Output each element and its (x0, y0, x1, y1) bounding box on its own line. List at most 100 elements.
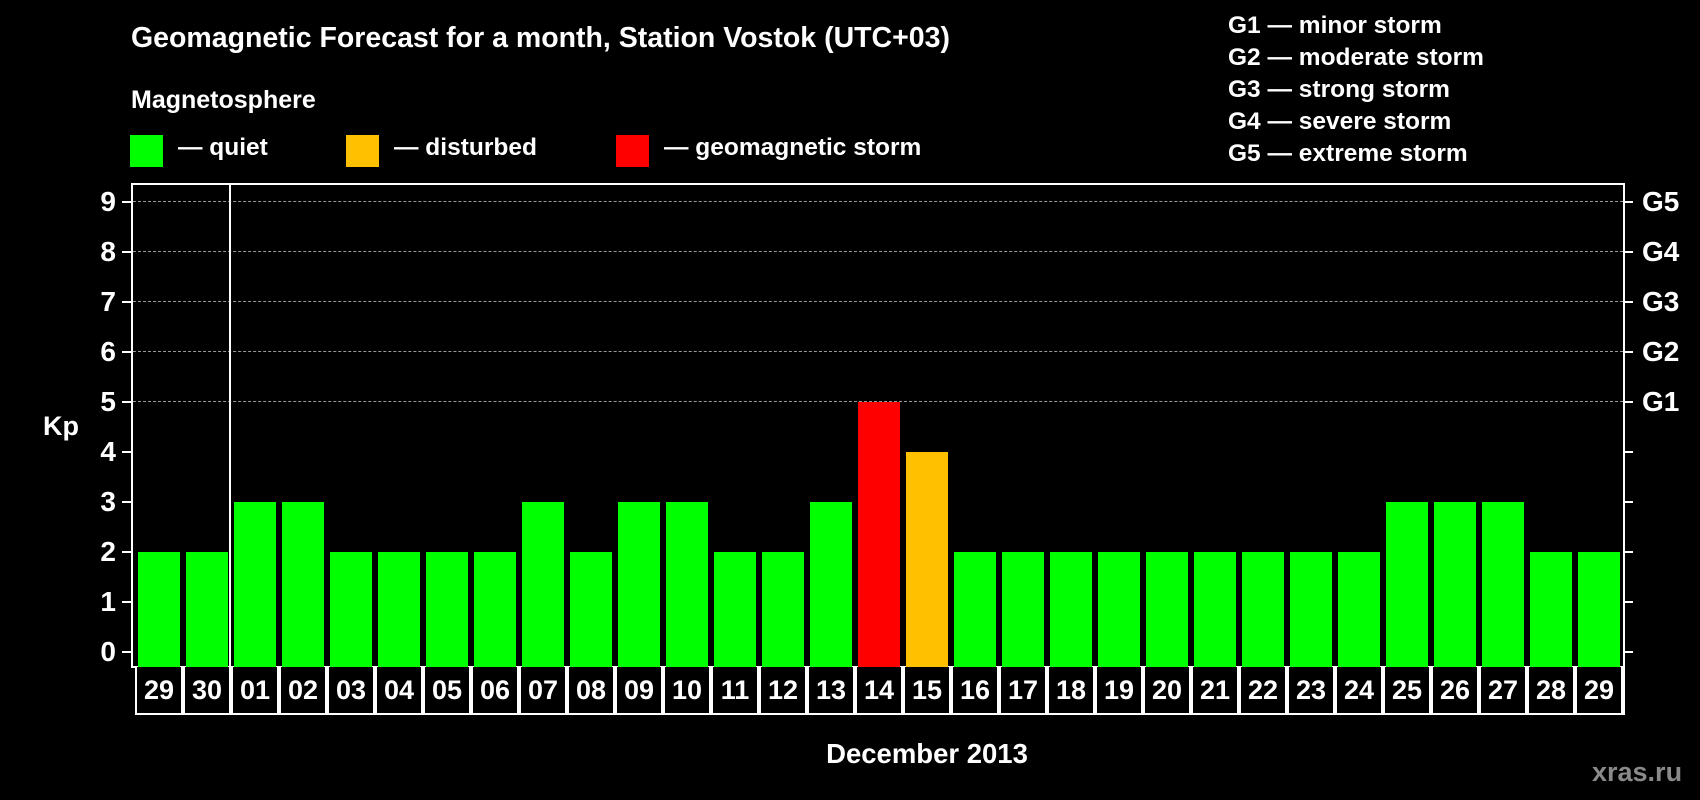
g-scale-item: G3 — strong storm (1228, 76, 1450, 103)
y-tick-right (1624, 550, 1633, 553)
bar-29 (1578, 551, 1620, 667)
bar-01 (234, 501, 276, 667)
bar-26 (1434, 501, 1476, 667)
legend-label: — quiet (178, 134, 268, 161)
g-scale-item: G1 — minor storm (1228, 12, 1442, 39)
date-cell: 25 (1383, 667, 1431, 715)
date-cell: 17 (999, 667, 1047, 715)
bar-07 (522, 501, 564, 667)
bar-21 (1194, 551, 1236, 667)
bar-09 (618, 501, 660, 667)
bar-11 (714, 551, 756, 667)
legend-item: — geomagnetic storm (616, 134, 921, 167)
y-tick-left (122, 350, 132, 353)
date-cell: 09 (615, 667, 663, 715)
date-cell: 07 (519, 667, 567, 715)
g-axis-label: G1 (1642, 385, 1680, 417)
y-tick-right (1624, 650, 1633, 653)
y-tick-right (1624, 400, 1633, 403)
y-tick-label: 0 (100, 635, 116, 667)
date-cell: 03 (327, 667, 375, 715)
y-tick-left (122, 450, 132, 453)
g-axis-label: G3 (1642, 285, 1680, 317)
y-tick-right (1624, 350, 1633, 353)
y-tick-right (1624, 300, 1633, 303)
bar-06 (474, 551, 516, 667)
date-cell: 08 (567, 667, 615, 715)
bar-12 (762, 551, 804, 667)
y-tick-label: 2 (100, 535, 116, 567)
legend-swatch (616, 135, 649, 167)
legend-item: — disturbed (346, 134, 537, 167)
y-axis-label: Kp (43, 411, 79, 441)
bar-13 (810, 501, 852, 667)
date-cell: 13 (807, 667, 855, 715)
date-cell: 04 (375, 667, 423, 715)
y-tick-left (122, 250, 132, 253)
bar-25 (1386, 501, 1428, 667)
chart-subtitle: Magnetosphere (131, 86, 316, 114)
gridline (133, 251, 1623, 252)
date-row-end (1623, 667, 1625, 715)
bar-22 (1242, 551, 1284, 667)
bar-03 (330, 551, 372, 667)
legend-label: — disturbed (394, 134, 537, 161)
x-axis-label: December 2013 (826, 738, 1028, 769)
date-cell: 11 (711, 667, 759, 715)
y-tick-label: 3 (100, 485, 116, 517)
date-cell: 18 (1047, 667, 1095, 715)
bar-27 (1482, 501, 1524, 667)
date-cell: 19 (1095, 667, 1143, 715)
y-tick-label: 5 (100, 385, 116, 417)
g-axis-label: G2 (1642, 335, 1680, 367)
y-tick-label: 9 (100, 185, 116, 217)
date-cell: 28 (1527, 667, 1575, 715)
bar-16 (954, 551, 996, 667)
y-tick-left (122, 200, 132, 203)
bar-30 (186, 551, 228, 667)
y-tick-right (1624, 250, 1633, 253)
bar-08 (570, 551, 612, 667)
y-tick-left (122, 300, 132, 303)
bar-24 (1338, 551, 1380, 667)
g-axis-label: G4 (1642, 235, 1680, 267)
y-tick-left (122, 600, 132, 603)
y-tick-left (122, 550, 132, 553)
bar-04 (378, 551, 420, 667)
g-scale-item: G2 — moderate storm (1228, 44, 1484, 71)
legend-swatch (346, 135, 379, 167)
date-cell: 16 (951, 667, 999, 715)
y-tick-right (1624, 200, 1633, 203)
bar-29 (138, 551, 180, 667)
y-tick-label: 7 (100, 285, 116, 317)
bar-20 (1146, 551, 1188, 667)
bar-23 (1290, 551, 1332, 667)
y-tick-label: 1 (100, 585, 116, 617)
bar-14 (858, 401, 900, 667)
date-cell: 15 (903, 667, 951, 715)
date-cell: 02 (279, 667, 327, 715)
date-cell: 12 (759, 667, 807, 715)
legend-swatch (130, 135, 163, 167)
gridline (133, 351, 1623, 352)
bar-28 (1530, 551, 1572, 667)
bar-19 (1098, 551, 1140, 667)
y-tick-left (122, 500, 132, 503)
gridline (133, 301, 1623, 302)
month-separator (229, 183, 231, 668)
date-cell: 22 (1239, 667, 1287, 715)
bar-02 (282, 501, 324, 667)
date-cell: 10 (663, 667, 711, 715)
date-cell: 29 (1575, 667, 1623, 715)
g-scale-item: G5 — extreme storm (1228, 140, 1468, 167)
bar-17 (1002, 551, 1044, 667)
bar-18 (1050, 551, 1092, 667)
date-cell: 27 (1479, 667, 1527, 715)
date-cell: 24 (1335, 667, 1383, 715)
date-cell: 06 (471, 667, 519, 715)
bar-15 (906, 451, 948, 667)
date-cell: 20 (1143, 667, 1191, 715)
y-tick-left (122, 400, 132, 403)
legend-item: — quiet (130, 134, 268, 167)
y-tick-label: 8 (100, 235, 116, 267)
